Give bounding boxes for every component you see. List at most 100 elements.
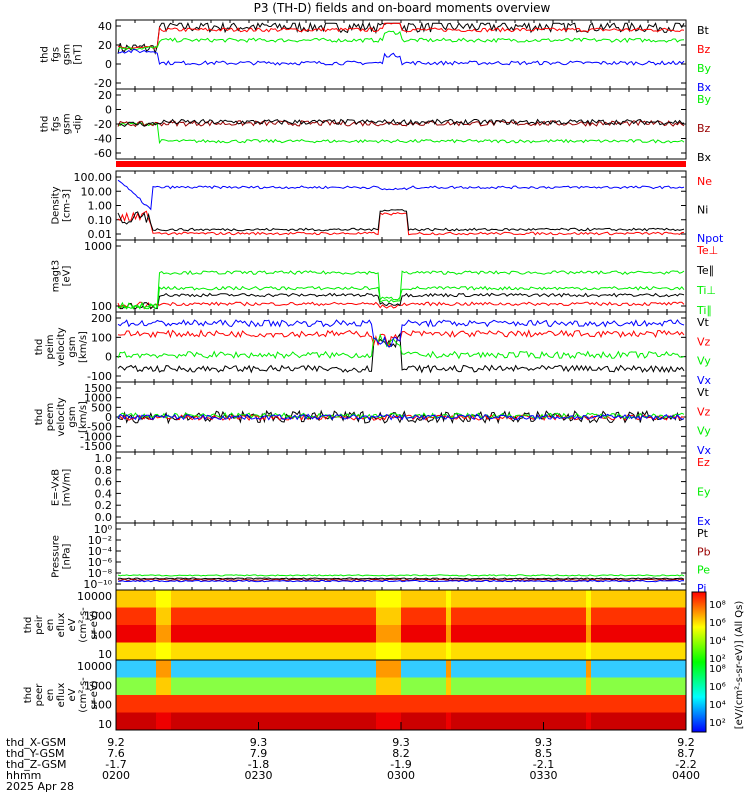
heat-cell xyxy=(651,712,657,731)
heat-cell xyxy=(521,712,527,731)
heat-cell xyxy=(341,590,347,608)
heat-cell xyxy=(636,590,642,608)
heat-cell xyxy=(546,677,552,696)
heat-cell xyxy=(576,590,582,608)
heat-cell xyxy=(551,677,557,696)
legend-Vt: Vt xyxy=(697,386,710,399)
heat-cell xyxy=(231,625,237,643)
heat-cell xyxy=(361,625,367,643)
heat-cell xyxy=(146,712,152,731)
heat-cell xyxy=(346,607,352,626)
heat-cell xyxy=(141,677,147,696)
heat-cell xyxy=(301,625,307,643)
y-label-line: thd xyxy=(23,617,34,634)
heat-cell xyxy=(226,695,232,713)
heat-cell xyxy=(196,625,202,643)
heat-cell xyxy=(676,677,682,696)
heat-cell xyxy=(251,677,257,696)
heat-cell xyxy=(266,607,272,626)
y-label-line: en xyxy=(45,619,56,632)
heat-cell xyxy=(216,590,222,608)
heat-cell xyxy=(146,590,152,608)
heat-cell xyxy=(636,712,642,731)
heat-cell xyxy=(151,625,157,643)
heat-cell xyxy=(441,695,447,713)
heat-cell xyxy=(531,607,537,626)
heat-cell xyxy=(581,660,587,678)
heat-cell xyxy=(546,607,552,626)
y-tick-label: 1000 xyxy=(84,392,112,405)
heat-cell xyxy=(286,590,292,608)
heat-cell xyxy=(356,712,362,731)
heat-cell xyxy=(166,677,172,696)
heat-cell xyxy=(341,712,347,731)
heat-cell xyxy=(116,642,122,661)
heat-cell xyxy=(426,607,432,626)
heat-cell xyxy=(346,625,352,643)
heat-cell xyxy=(531,695,537,713)
heat-cell xyxy=(676,642,682,661)
heat-cell xyxy=(436,695,442,713)
heat-cell xyxy=(576,642,582,661)
heat-cell xyxy=(211,660,217,678)
heat-cell xyxy=(471,712,477,731)
heat-cell xyxy=(321,642,327,661)
heat-cell xyxy=(326,695,332,713)
heat-cell xyxy=(311,695,317,713)
heat-cell xyxy=(136,695,142,713)
heat-cell xyxy=(236,590,242,608)
legend-Ey: Ey xyxy=(697,486,711,499)
heat-cell xyxy=(301,590,307,608)
heat-cell xyxy=(586,625,592,643)
heat-cell xyxy=(136,677,142,696)
heat-cell xyxy=(561,590,567,608)
heat-cell xyxy=(431,660,437,678)
heat-cell xyxy=(481,677,487,696)
heat-cell xyxy=(321,712,327,731)
heat-cell xyxy=(646,625,652,643)
heat-cell xyxy=(391,660,397,678)
heat-cell xyxy=(271,677,277,696)
heat-cell xyxy=(461,677,467,696)
heat-cell xyxy=(151,642,157,661)
y-label-line: (cm²-s- xyxy=(78,677,89,713)
heat-cell xyxy=(191,712,197,731)
legend-Pi: Pi xyxy=(697,582,706,595)
heat-cell xyxy=(426,712,432,731)
heat-cell xyxy=(191,590,197,608)
heat-cell xyxy=(386,712,392,731)
heat-cell xyxy=(661,590,667,608)
heat-cell xyxy=(386,660,392,678)
y-axis-label: E=-VxB [mV/m] xyxy=(51,469,73,507)
heat-cell xyxy=(451,660,457,678)
heat-cell xyxy=(651,695,657,713)
heat-cell xyxy=(616,695,622,713)
panel-6: thd peem velocity gsm [km/s] 150010005000-500… xyxy=(34,381,712,457)
heat-cell xyxy=(551,660,557,678)
heat-cell xyxy=(541,677,547,696)
heat-cell xyxy=(616,607,622,626)
heat-cell xyxy=(521,642,527,661)
heat-cell xyxy=(131,660,137,678)
heat-cell xyxy=(421,590,427,608)
heat-cell xyxy=(331,712,337,731)
heat-cell xyxy=(256,642,262,661)
heat-cell xyxy=(351,590,357,608)
heat-cell xyxy=(441,712,447,731)
heat-cell xyxy=(586,607,592,626)
heat-cell xyxy=(121,695,127,713)
heat-cell xyxy=(211,590,217,608)
y-tick-label: 0 xyxy=(105,351,112,364)
heat-cell xyxy=(611,642,617,661)
heat-cell xyxy=(666,695,672,713)
heat-cell xyxy=(656,660,662,678)
heat-cell xyxy=(636,695,642,713)
heat-cell xyxy=(266,677,272,696)
heat-cell xyxy=(556,625,562,643)
heat-cell xyxy=(261,607,267,626)
heat-cell xyxy=(456,642,462,661)
heat-cell xyxy=(491,607,497,626)
heat-cell xyxy=(356,625,362,643)
heat-cell xyxy=(661,677,667,696)
heat-cell xyxy=(176,590,182,608)
